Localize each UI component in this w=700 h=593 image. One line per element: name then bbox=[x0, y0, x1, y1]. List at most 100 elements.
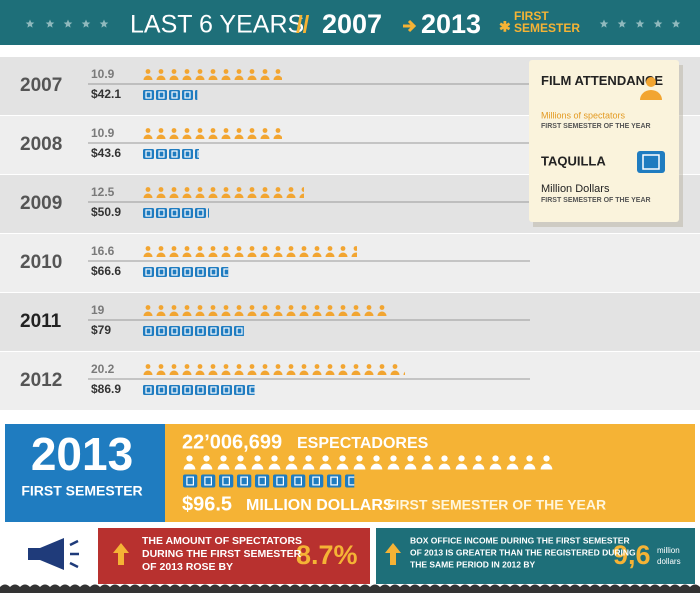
fact-figure: 9,6 bbox=[613, 540, 651, 570]
person-icon bbox=[301, 187, 304, 192]
header-from: 2007 bbox=[322, 9, 382, 39]
dollar-icon bbox=[145, 91, 152, 99]
person-icon bbox=[286, 252, 296, 257]
person-icon bbox=[509, 455, 516, 462]
person-icon bbox=[223, 69, 229, 74]
person-icon bbox=[314, 246, 320, 251]
person-icon bbox=[325, 311, 335, 316]
fact-figure: 8.7% bbox=[296, 540, 358, 570]
megaphone-part bbox=[69, 539, 79, 569]
person-icon bbox=[143, 134, 153, 139]
fact-unit: million bbox=[657, 546, 680, 555]
person-icon bbox=[234, 463, 247, 470]
person-icon bbox=[221, 193, 231, 198]
person-icon bbox=[197, 128, 203, 133]
row-band bbox=[0, 293, 700, 351]
person-icon bbox=[182, 311, 192, 316]
current-note: FIRST SEMESTER OF THE YEAR bbox=[387, 497, 606, 513]
legend-note: FIRST SEMESTER OF THE YEAR bbox=[541, 123, 651, 130]
person-icon bbox=[197, 364, 203, 369]
row-year: 2009 bbox=[20, 193, 62, 214]
person-icon bbox=[299, 370, 309, 375]
dollar-icon bbox=[184, 150, 191, 158]
person-icon bbox=[403, 371, 405, 375]
partial-icon bbox=[221, 267, 229, 277]
person-icon bbox=[171, 187, 177, 192]
row-year: 2010 bbox=[20, 252, 62, 273]
person-icon bbox=[275, 128, 281, 133]
person-icon bbox=[288, 455, 295, 462]
row-band bbox=[0, 352, 700, 410]
partial-icon bbox=[403, 371, 405, 375]
dollar-icon bbox=[327, 474, 342, 488]
person-icon bbox=[260, 134, 270, 139]
person-icon bbox=[145, 187, 151, 192]
person-icon bbox=[285, 463, 298, 470]
person-icon bbox=[260, 75, 270, 80]
person-icon bbox=[377, 311, 387, 316]
person-icon bbox=[319, 463, 332, 470]
fact-unit: dollars bbox=[657, 557, 681, 566]
person-icon bbox=[234, 134, 244, 139]
row-attendance: 10.9 bbox=[91, 126, 115, 140]
person-icon bbox=[223, 128, 229, 133]
person-icon bbox=[182, 193, 192, 198]
person-icon bbox=[506, 463, 519, 470]
person-icon bbox=[143, 311, 153, 316]
current-attendance-word: ESPECTADORES bbox=[297, 435, 429, 452]
person-icon bbox=[197, 246, 203, 251]
fact-text: THE AMOUNT OF SPECTATORS bbox=[142, 535, 302, 547]
person-icon bbox=[390, 455, 397, 462]
person-icon bbox=[249, 187, 255, 192]
header-star bbox=[63, 19, 73, 28]
person-icon bbox=[268, 463, 281, 470]
row-box-office: $43.6 bbox=[91, 146, 121, 160]
person-icon bbox=[145, 128, 151, 133]
person-icon bbox=[249, 69, 255, 74]
box-office-pictograph bbox=[143, 208, 209, 218]
person-icon bbox=[145, 69, 151, 74]
person-icon bbox=[353, 364, 359, 369]
current-year-box bbox=[5, 424, 165, 522]
person-icon bbox=[247, 370, 257, 375]
person-icon bbox=[184, 69, 190, 74]
person-icon bbox=[273, 370, 283, 375]
partial-icon bbox=[273, 69, 282, 80]
legend-title: TAQUILLA bbox=[541, 153, 606, 168]
person-icon bbox=[340, 305, 346, 310]
row-year: 2008 bbox=[20, 134, 62, 155]
dollar-icon bbox=[219, 474, 234, 488]
person-icon bbox=[336, 463, 349, 470]
current-box-word: MILLION DOLLARS bbox=[246, 497, 394, 514]
person-icon bbox=[286, 193, 296, 198]
fact-arrow bbox=[113, 543, 129, 565]
person-icon bbox=[208, 311, 218, 316]
person-icon bbox=[171, 246, 177, 251]
dollar-icon bbox=[184, 386, 191, 394]
person-icon bbox=[195, 75, 205, 80]
person-icon bbox=[221, 252, 231, 257]
dollar-icon bbox=[312, 476, 320, 486]
dollar-icon bbox=[348, 476, 355, 486]
header-title: LAST 6 YEARS bbox=[130, 11, 304, 39]
header-to: 2013 bbox=[421, 9, 481, 39]
person-icon bbox=[234, 370, 244, 375]
person-icon bbox=[458, 455, 465, 462]
dollar-icon bbox=[210, 268, 217, 276]
legend-ticket-icon bbox=[637, 151, 665, 173]
person-icon bbox=[260, 193, 270, 198]
fact-text: OF 2013 IS GREATER THAN THE REGISTERED D… bbox=[410, 547, 636, 557]
dollar-icon bbox=[197, 209, 204, 217]
dollar-icon bbox=[145, 386, 152, 394]
person-icon bbox=[271, 455, 278, 462]
person-icon bbox=[288, 246, 294, 251]
dollar-icon bbox=[184, 268, 191, 276]
fact-text: BOX OFFICE INCOME DURING THE FIRST SEMES… bbox=[410, 535, 630, 545]
attendance-pictograph bbox=[143, 246, 357, 257]
person-icon bbox=[208, 252, 218, 257]
partial-icon bbox=[195, 90, 198, 100]
person-icon bbox=[370, 463, 383, 470]
person-icon bbox=[489, 463, 502, 470]
person-icon bbox=[236, 246, 242, 251]
